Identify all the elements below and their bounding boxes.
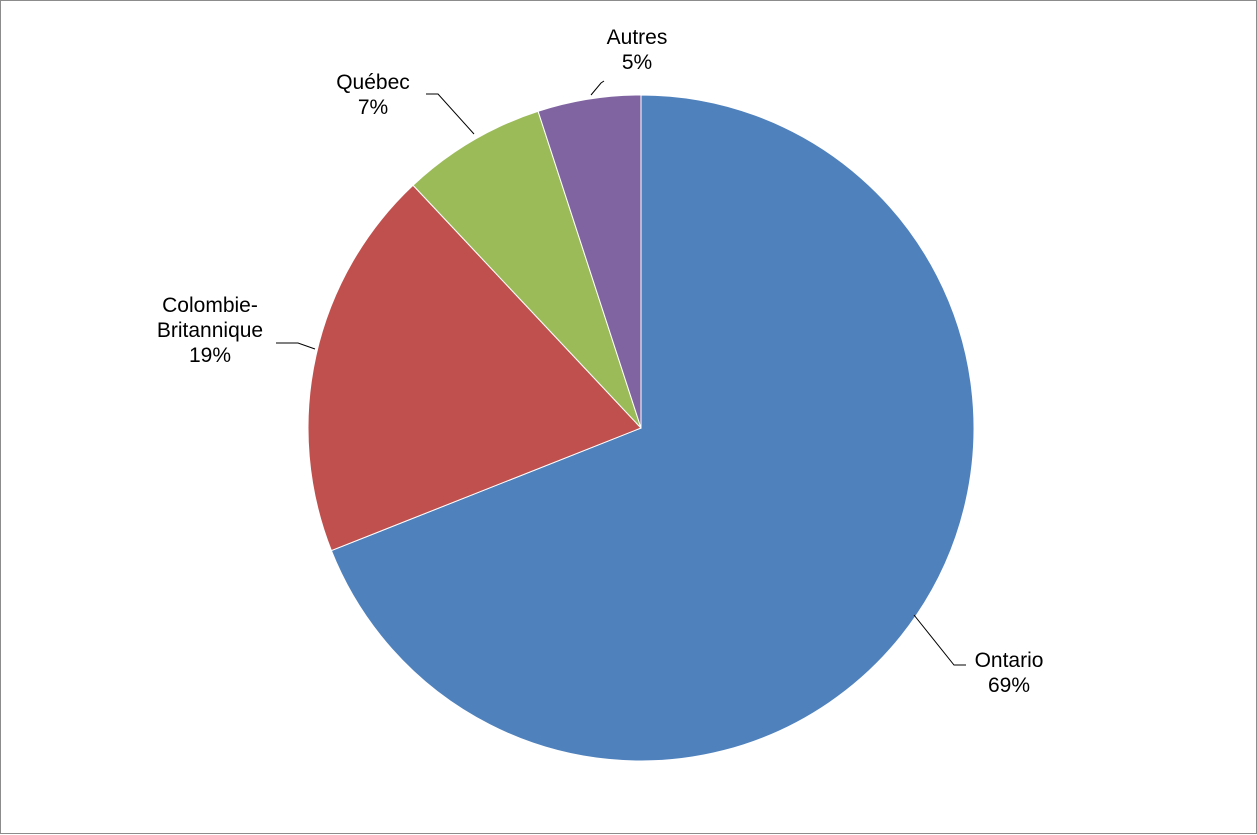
data-label-colombie-britannique: Colombie-Britannique 19% [157, 294, 263, 367]
slice-category: Autres [607, 26, 668, 49]
data-label-ontario: Ontario 69% [975, 649, 1044, 697]
slice-percent: 69% [988, 674, 1030, 697]
data-label-autres: Autres 5% [607, 26, 668, 74]
data-labels: Ontario 69% Colombie-Britannique 19% Québec 7… [157, 26, 1044, 697]
slice-percent: 19% [189, 344, 231, 367]
slice-category: Colombie- [162, 294, 258, 317]
pie-slice-ontario [330, 94, 975, 762]
slice-category: Ontario [975, 649, 1044, 672]
slice-percent: 5% [622, 51, 652, 74]
data-label-quebec: Québec 7% [336, 71, 410, 119]
pie-slices [307, 94, 975, 762]
leader-lines [276, 80, 966, 666]
slice-category: Québec [336, 71, 410, 94]
pie-slice-quebec [412, 110, 642, 429]
leader-line-colombie-britannique [276, 342, 316, 350]
pie-slice-colombie-britannique [307, 184, 642, 552]
leader-line-quebec [426, 93, 475, 135]
leader-line-autres [590, 80, 605, 96]
slice-category: Britannique [157, 319, 263, 342]
leader-line-ontario [913, 614, 966, 666]
pie-slice-autres [537, 94, 642, 429]
slice-percent: 7% [358, 96, 388, 119]
